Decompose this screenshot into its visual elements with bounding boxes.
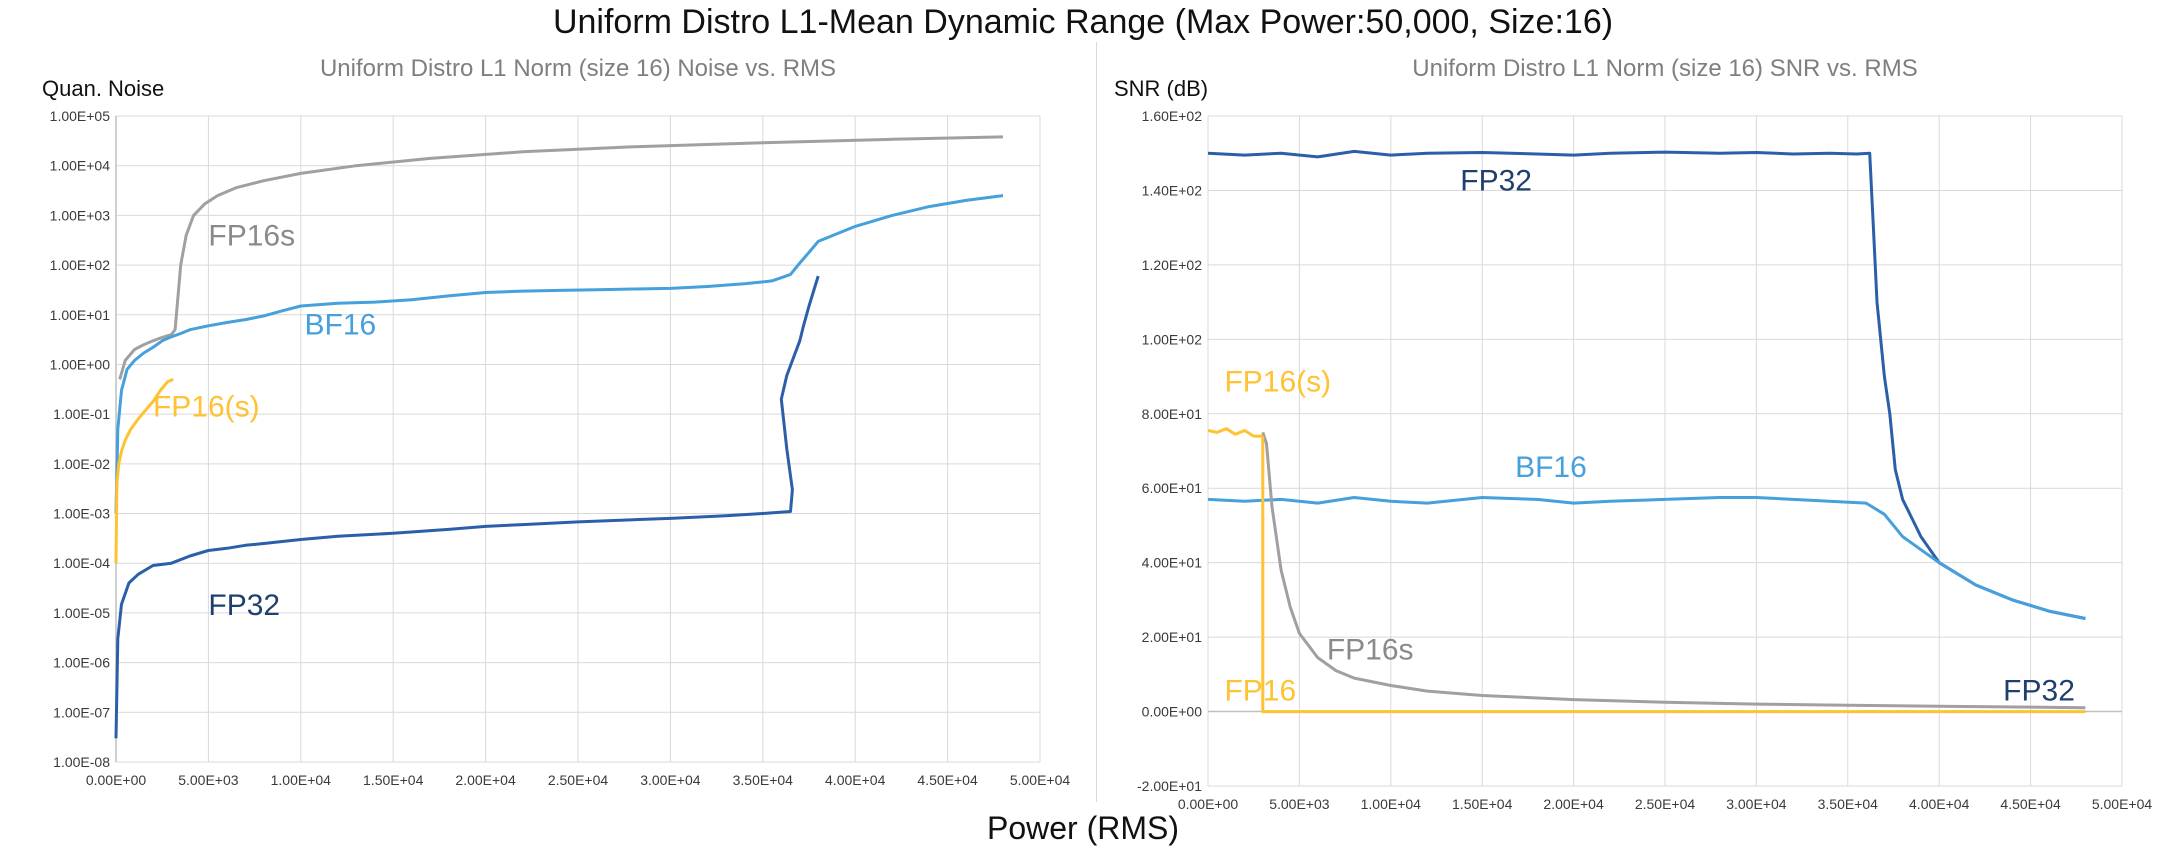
y-tick-label: 1.00E-04 [53,555,110,571]
x-tick-label: 5.00E+04 [1010,772,1071,788]
x-tick-label: 4.00E+04 [825,772,886,788]
y-tick-label: 1.00E+01 [50,307,111,323]
y-tick-label: 1.00E-01 [53,406,110,422]
x-tick-label: 2.00E+04 [455,772,516,788]
y-tick-label: 1.00E+03 [50,207,111,223]
x-tick-label: 1.00E+04 [1361,796,1422,810]
main-title: Uniform Distro L1-Mean Dynamic Range (Ma… [552,3,1614,41]
series-label-fp16s: FP16s [208,219,295,252]
series-line-bf16 [1207,496,2086,620]
x-tick-label: 2.00E+04 [1543,796,1604,810]
noise-chart: Uniform Distro L1 Norm (size 16) Noise v… [42,55,1071,788]
y-tick-label: 1.20E+02 [1142,257,1203,273]
series-line-fp16s [1261,431,2086,710]
series-label-fp16_s: FP16(s) [1224,365,1331,398]
x-tick-label: 1.50E+04 [1452,796,1513,810]
x-tick-label: 4.50E+04 [917,772,978,788]
x-tick-label: 1.50E+04 [363,772,424,788]
x-tick-label: 3.50E+04 [1818,796,1879,810]
series-label-fp16_s: FP16(s) [153,390,260,423]
y-tick-label: 1.00E+05 [50,108,111,124]
y-axis-label-1: SNR (dB) [1114,76,1208,101]
x-tick-label: 5.00E+03 [1269,796,1330,810]
chart-title-0: Uniform Distro L1 Norm (size 16) Noise v… [320,55,836,82]
y-tick-label: 1.60E+02 [1142,108,1203,124]
y-tick-label: 1.00E-05 [53,605,110,621]
series-label-bf16: BF16 [1515,451,1587,484]
x-tick-label: 5.00E+04 [2092,796,2153,810]
x-tick-label: 5.00E+03 [178,772,239,788]
x-tick-label: 2.50E+04 [548,772,609,788]
y-tick-label: 6.00E+01 [1142,480,1203,496]
series-label-fp16: FP16 [1224,674,1296,707]
series-line-fp16_s [1207,427,1263,438]
x-tick-label: 3.50E+04 [733,772,794,788]
x-tick-label: 4.50E+04 [2000,796,2061,810]
x-tick-label: 4.00E+04 [1909,796,1970,810]
y-tick-label: 2.00E+01 [1142,629,1203,645]
x-tick-label: 0.00E+00 [86,772,147,788]
series-line-fp16_s [114,378,174,564]
x-tick-label: 3.00E+04 [1726,796,1787,810]
chart-title-1: Uniform Distro L1 Norm (size 16) SNR vs.… [1412,55,1917,82]
y-tick-label: 1.00E-08 [53,754,110,770]
y-tick-label: 1.00E+00 [50,356,111,372]
y-tick-label: 1.40E+02 [1142,182,1203,198]
series-line-fp16s [118,135,1004,380]
y-tick-label: 4.00E+01 [1142,555,1203,571]
panel-divider [1096,42,1097,802]
x-tick-label: 3.00E+04 [640,772,701,788]
series-label-bf16: BF16 [304,309,376,342]
y-tick-label: 1.00E+02 [50,257,111,273]
x-tick-label: 0.00E+00 [1178,796,1239,810]
y-tick-label: 1.00E+04 [50,158,111,174]
series-label-fp32: FP32 [2003,674,2075,707]
y-tick-label: 0.00E+00 [1142,704,1203,720]
y-tick-label: 1.00E-03 [53,506,110,522]
series-label-fp32: FP32 [208,589,280,622]
x-axis-label: Power (RMS) [986,810,1179,846]
series-line-fp32 [114,275,820,739]
x-tick-label: 1.00E+04 [271,772,332,788]
y-tick-label: -2.00E+01 [1137,778,1202,794]
y-tick-label: 1.00E+02 [1142,331,1203,347]
series-label-fp16s: FP16s [1327,633,1414,666]
series-line-fp32 [1207,149,2086,620]
y-axis-label-0: Quan. Noise [42,76,164,101]
y-tick-label: 8.00E+01 [1142,406,1203,422]
y-tick-label: 1.00E-07 [53,704,110,720]
series-line-fp16 [1261,436,2086,714]
series-line-bf16 [114,194,1004,514]
y-tick-label: 1.00E-06 [53,655,110,671]
series-label-fp32: FP32 [1460,164,1532,197]
x-tick-label: 2.50E+04 [1635,796,1696,810]
snr-chart: Uniform Distro L1 Norm (size 16) SNR vs.… [1114,55,2153,810]
y-tick-label: 1.00E-02 [53,456,110,472]
